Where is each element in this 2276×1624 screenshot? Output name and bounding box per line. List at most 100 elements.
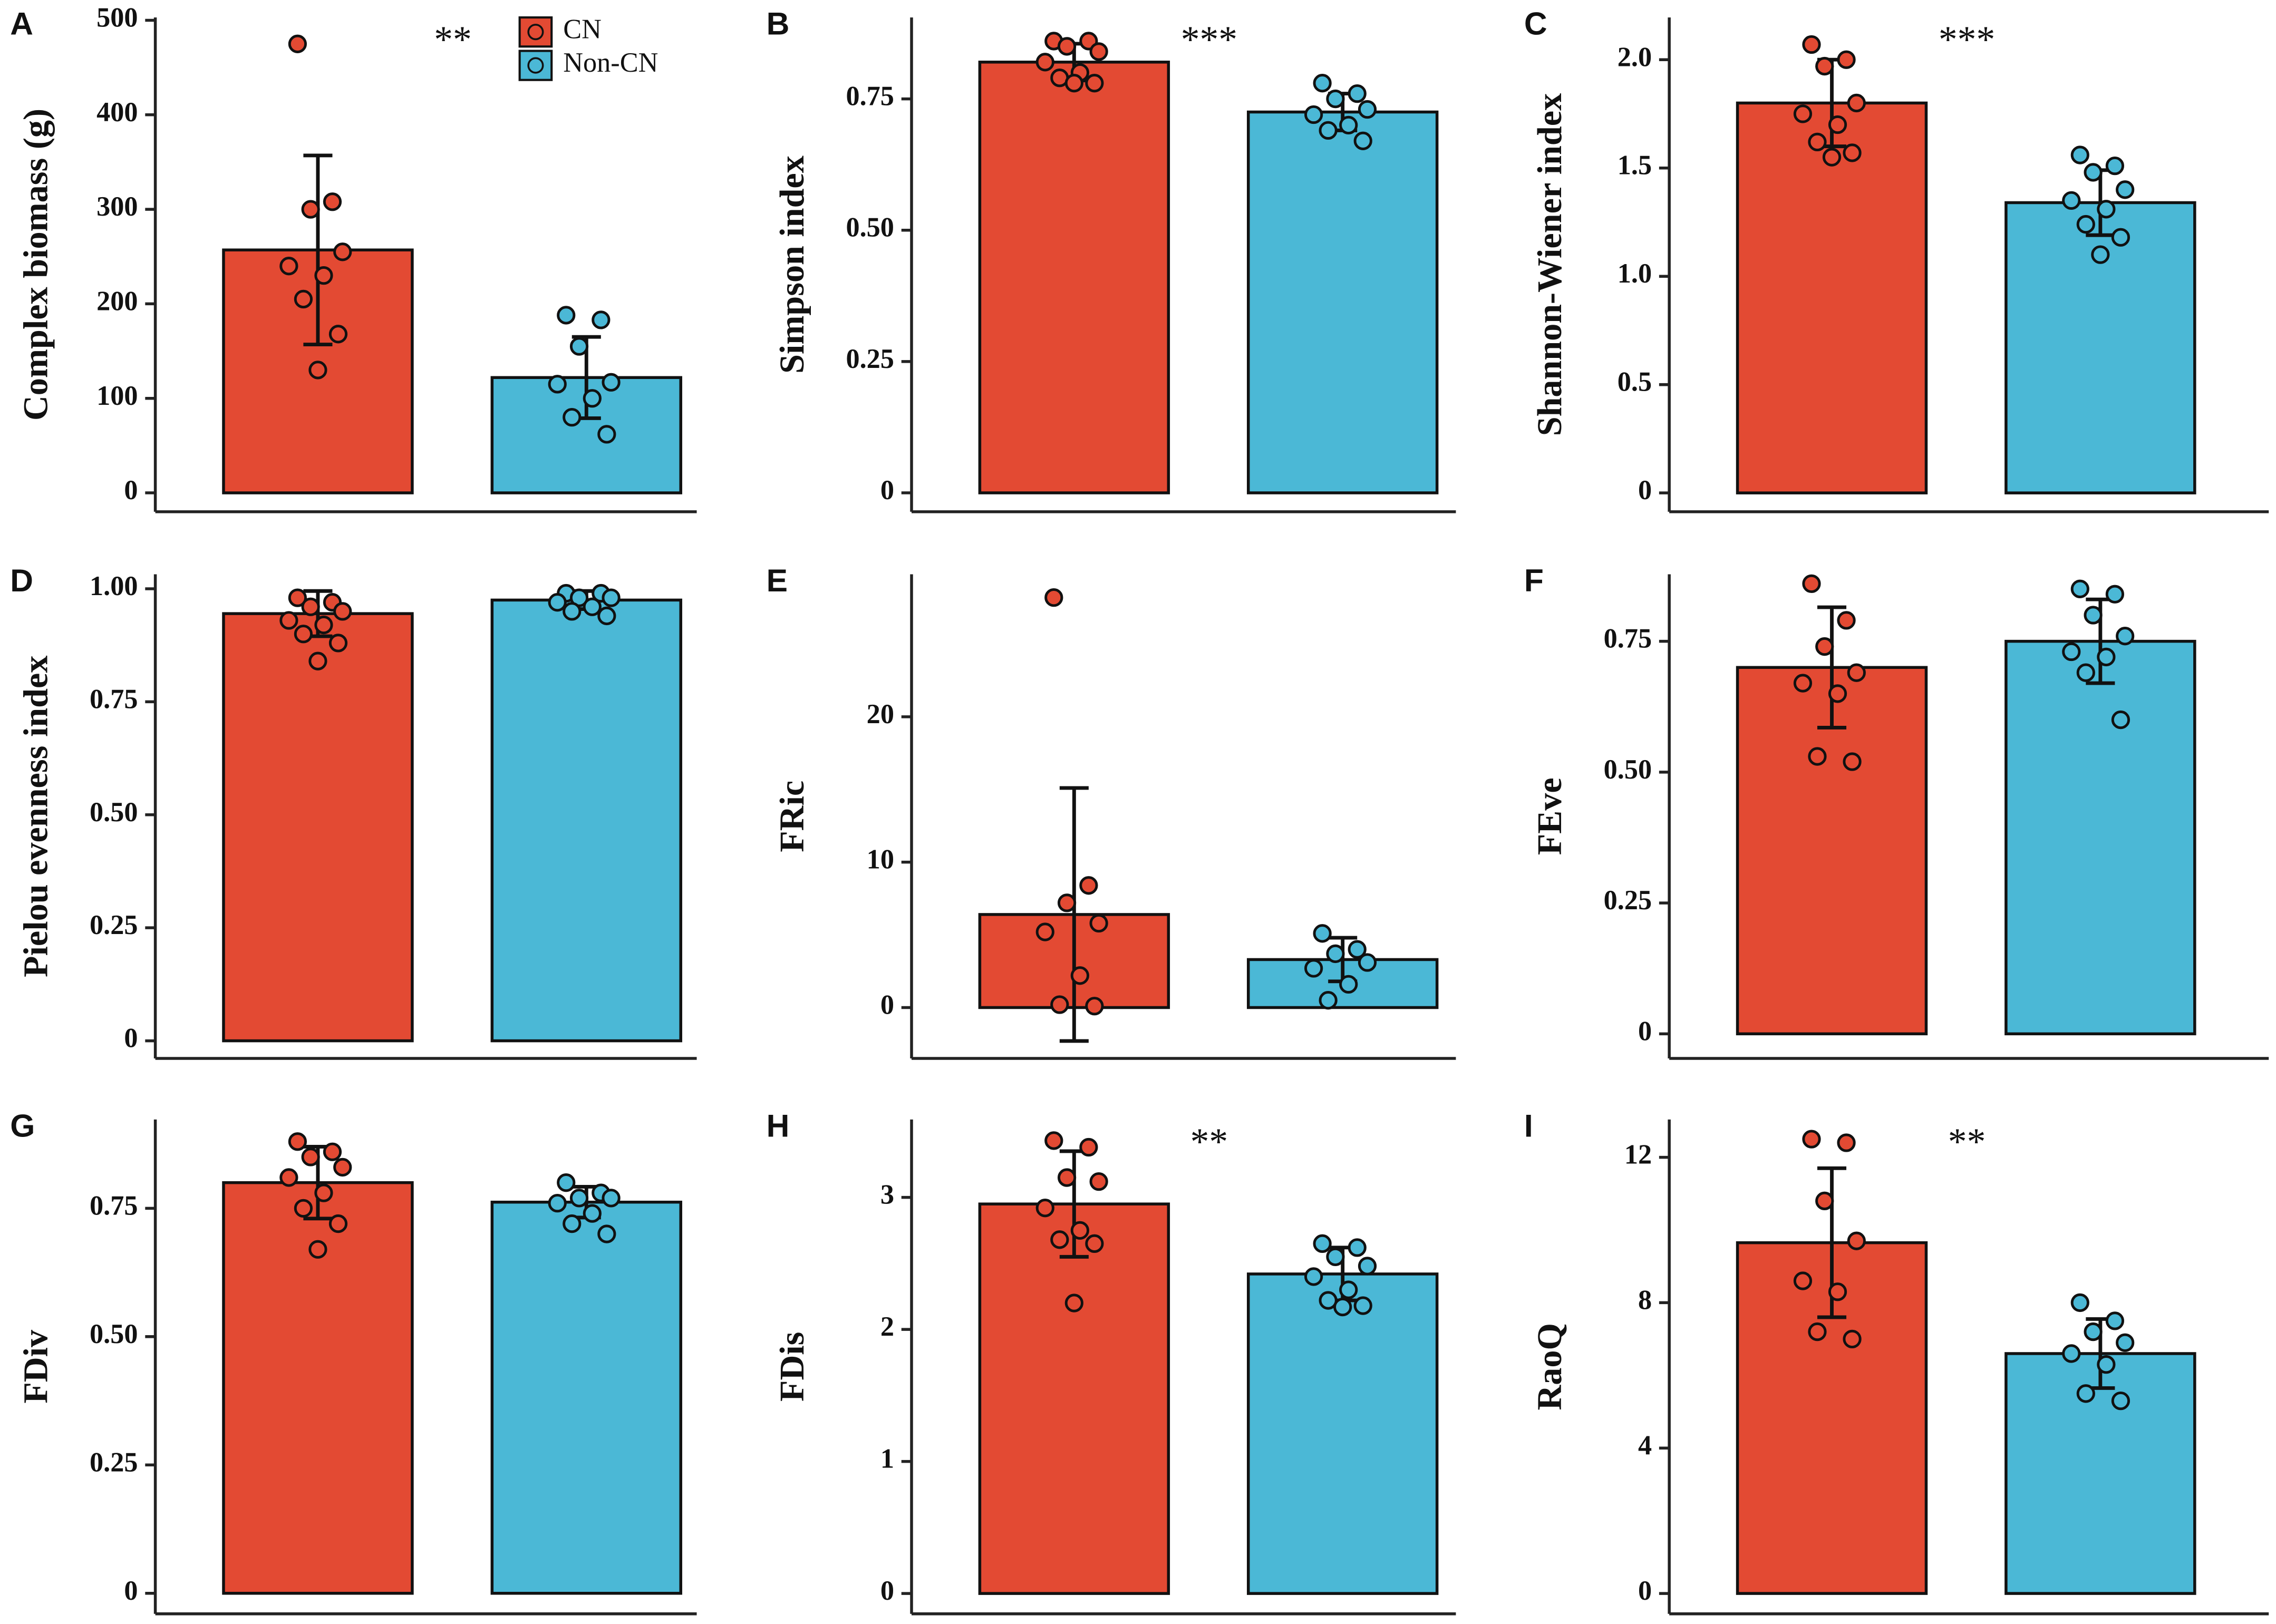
data-point	[1304, 959, 1323, 978]
y-tick-label: 100	[96, 381, 138, 411]
data-point	[279, 611, 298, 630]
data-point	[301, 200, 320, 219]
y-tick-label: 4	[1638, 1430, 1652, 1461]
data-point	[1837, 611, 1856, 630]
data-point	[294, 289, 313, 309]
significance: **	[1190, 1121, 1228, 1163]
data-point	[1847, 1231, 1866, 1250]
data-point	[597, 606, 616, 626]
data-point	[1847, 93, 1866, 113]
legend-swatch	[518, 50, 553, 81]
data-point	[602, 373, 621, 392]
significance: ***	[1939, 19, 1995, 61]
y-tick-label: 0.50	[1604, 754, 1652, 785]
data-point	[2091, 245, 2110, 264]
y-tick-label: 0.25	[90, 1447, 138, 1477]
data-point	[583, 597, 602, 616]
bar	[978, 61, 1170, 494]
data-point	[1339, 1280, 1358, 1299]
data-point	[308, 651, 327, 670]
data-point	[1070, 966, 1089, 985]
y-axis-label: FEve	[1531, 777, 1569, 855]
bar	[1246, 1272, 1439, 1595]
y-tick-label: 200	[96, 286, 138, 316]
data-point	[2070, 145, 2089, 164]
data-point	[1085, 1234, 1104, 1253]
data-point	[1843, 752, 1862, 771]
data-point	[1353, 131, 1372, 150]
data-point	[323, 1142, 342, 1161]
data-point	[569, 337, 589, 356]
significance: **	[1948, 1121, 1986, 1163]
data-point	[2116, 1333, 2135, 1352]
data-point	[288, 34, 307, 53]
data-point	[1358, 100, 1377, 119]
data-point	[1304, 1267, 1323, 1286]
data-point	[2076, 663, 2095, 682]
data-point	[1793, 674, 1813, 693]
data-point	[1089, 42, 1108, 61]
data-point	[1802, 574, 1821, 594]
data-point	[1035, 53, 1054, 72]
data-point	[1802, 35, 1821, 54]
data-point	[328, 634, 348, 653]
data-point	[592, 310, 611, 329]
data-point	[2097, 647, 2116, 667]
y-axis-label: FDis	[773, 1332, 811, 1402]
data-point	[2097, 200, 2116, 219]
data-point	[333, 242, 352, 261]
y-tick-label: 400	[96, 97, 138, 128]
data-point	[557, 1173, 576, 1192]
data-point	[563, 1214, 582, 1233]
data-point	[1070, 1221, 1089, 1240]
y-tick-label: 2	[880, 1311, 894, 1342]
panel-letter: G	[10, 1107, 35, 1143]
data-point	[1304, 105, 1323, 124]
data-point	[314, 266, 333, 285]
bar	[490, 1200, 682, 1595]
data-point	[2111, 228, 2130, 247]
data-point	[1079, 1137, 1098, 1157]
panel-letter: I	[1524, 1107, 1533, 1143]
y-tick-label: 0.25	[1604, 885, 1652, 916]
data-point	[1802, 1130, 1821, 1149]
data-point	[2116, 180, 2135, 199]
data-point	[2097, 1355, 2116, 1374]
data-point	[323, 192, 342, 211]
bar	[2004, 1352, 2196, 1595]
data-point	[2084, 163, 2103, 182]
y-tick-label: 3	[880, 1180, 894, 1210]
data-point	[602, 1189, 621, 1208]
legend-label: Non-CN	[563, 47, 658, 78]
panel-letter: E	[767, 562, 788, 598]
data-point	[328, 325, 348, 344]
data-point	[308, 361, 327, 380]
data-point	[279, 257, 298, 276]
panel: 0 0.25 0.50 0.75 FDiv G	[10, 1107, 697, 1616]
y-axis-label: Pielou evenness index	[17, 656, 55, 977]
panel-letter: F	[1524, 562, 1544, 598]
data-point	[1326, 1247, 1345, 1267]
y-tick-label: 0.5	[1618, 367, 1652, 397]
legend-marker	[527, 57, 544, 74]
data-point	[1057, 37, 1077, 56]
data-point	[1843, 143, 1862, 162]
data-point	[602, 588, 621, 607]
panel-letter: A	[10, 6, 33, 42]
data-point	[1044, 588, 1063, 607]
data-point	[294, 1199, 313, 1218]
data-point	[1064, 1294, 1083, 1312]
data-point	[1828, 684, 1847, 703]
data-point	[2111, 1391, 2130, 1411]
data-point	[569, 1189, 589, 1208]
data-point	[1050, 1230, 1069, 1249]
data-point	[563, 602, 582, 621]
data-point	[294, 625, 313, 644]
data-point	[1057, 1168, 1077, 1187]
data-point	[1815, 637, 1834, 656]
y-tick-label: 0	[124, 475, 138, 505]
data-point	[1837, 1133, 1856, 1152]
panel-letter: C	[1524, 6, 1547, 42]
y-tick-label: 0.75	[90, 684, 138, 714]
data-point	[1822, 148, 1842, 167]
